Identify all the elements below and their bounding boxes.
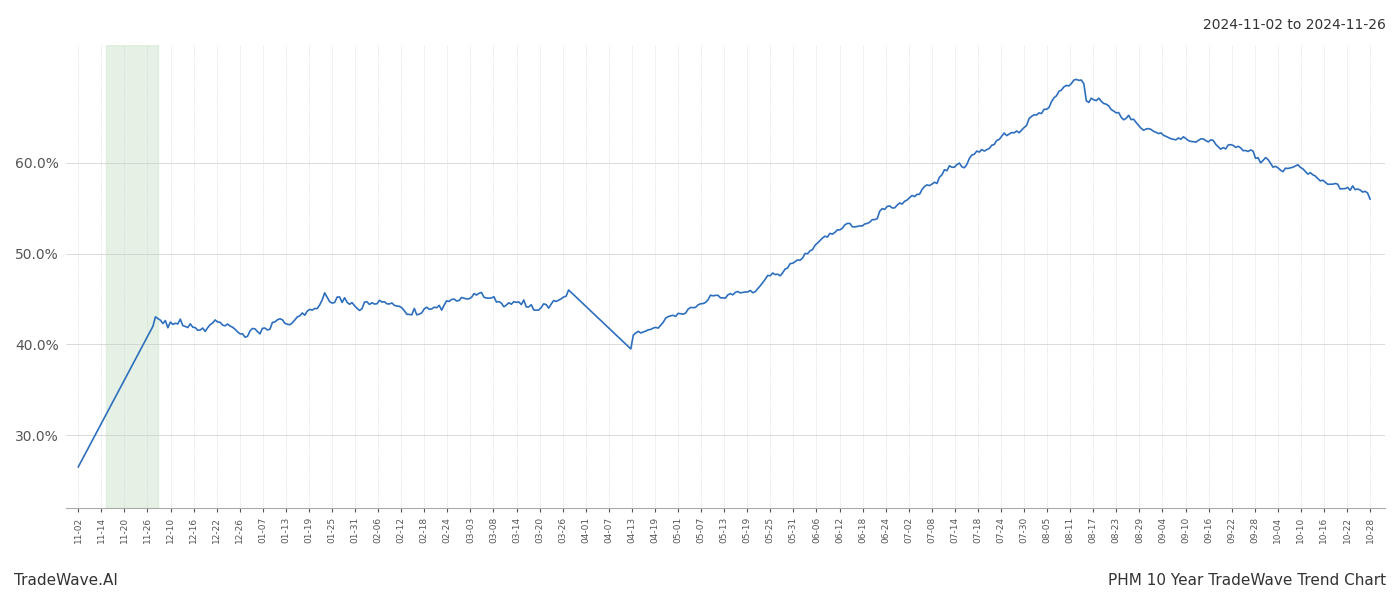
Text: 2024-11-02 to 2024-11-26: 2024-11-02 to 2024-11-26 xyxy=(1203,18,1386,32)
Bar xyxy=(105,45,158,508)
Text: PHM 10 Year TradeWave Trend Chart: PHM 10 Year TradeWave Trend Chart xyxy=(1107,573,1386,588)
Text: TradeWave.AI: TradeWave.AI xyxy=(14,573,118,588)
